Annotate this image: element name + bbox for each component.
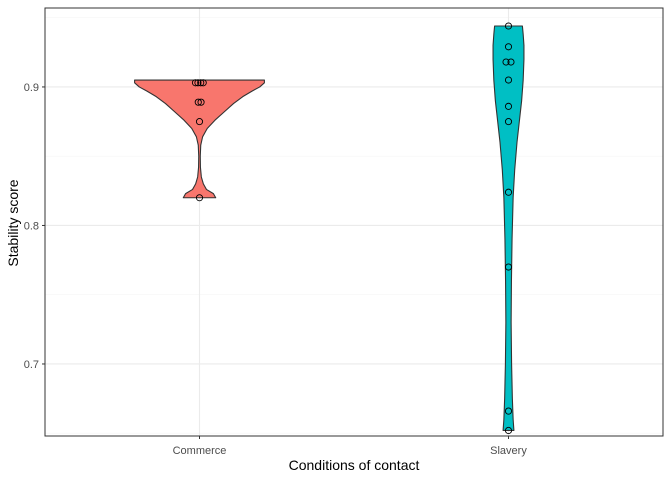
y-tick-label: 0.9 <box>24 82 39 94</box>
data-point <box>504 22 513 30</box>
violin-commerce <box>134 79 265 199</box>
data-point <box>191 79 200 87</box>
data-point <box>195 194 204 202</box>
data-point <box>199 79 207 87</box>
violin-slavery <box>492 25 525 432</box>
y-tick-label: 0.7 <box>24 359 39 371</box>
x-axis-title: Conditions of contact <box>289 457 420 473</box>
data-point <box>507 58 515 66</box>
data-point <box>197 98 205 106</box>
data-point <box>504 407 513 415</box>
data-point <box>504 43 513 51</box>
data-point <box>502 58 510 66</box>
data-point <box>194 79 202 87</box>
panel-border <box>44 7 664 437</box>
x-tick-label: Slavery <box>490 445 527 457</box>
axes: 0.7 0.8 0.9 Commerce Slavery <box>24 82 528 457</box>
data-point <box>504 102 513 110</box>
x-tick-label: Commerce <box>173 445 227 457</box>
data-point <box>195 118 204 126</box>
data-point <box>504 188 513 196</box>
data-point <box>504 263 513 271</box>
data-point <box>194 98 202 106</box>
data-point <box>197 79 205 87</box>
violins <box>134 25 525 432</box>
y-tick-label: 0.8 <box>24 220 39 232</box>
data-points <box>191 22 515 435</box>
y-axis-title: Stability score <box>5 179 21 266</box>
data-point <box>504 426 513 435</box>
data-point <box>504 118 513 126</box>
data-point <box>504 76 513 84</box>
